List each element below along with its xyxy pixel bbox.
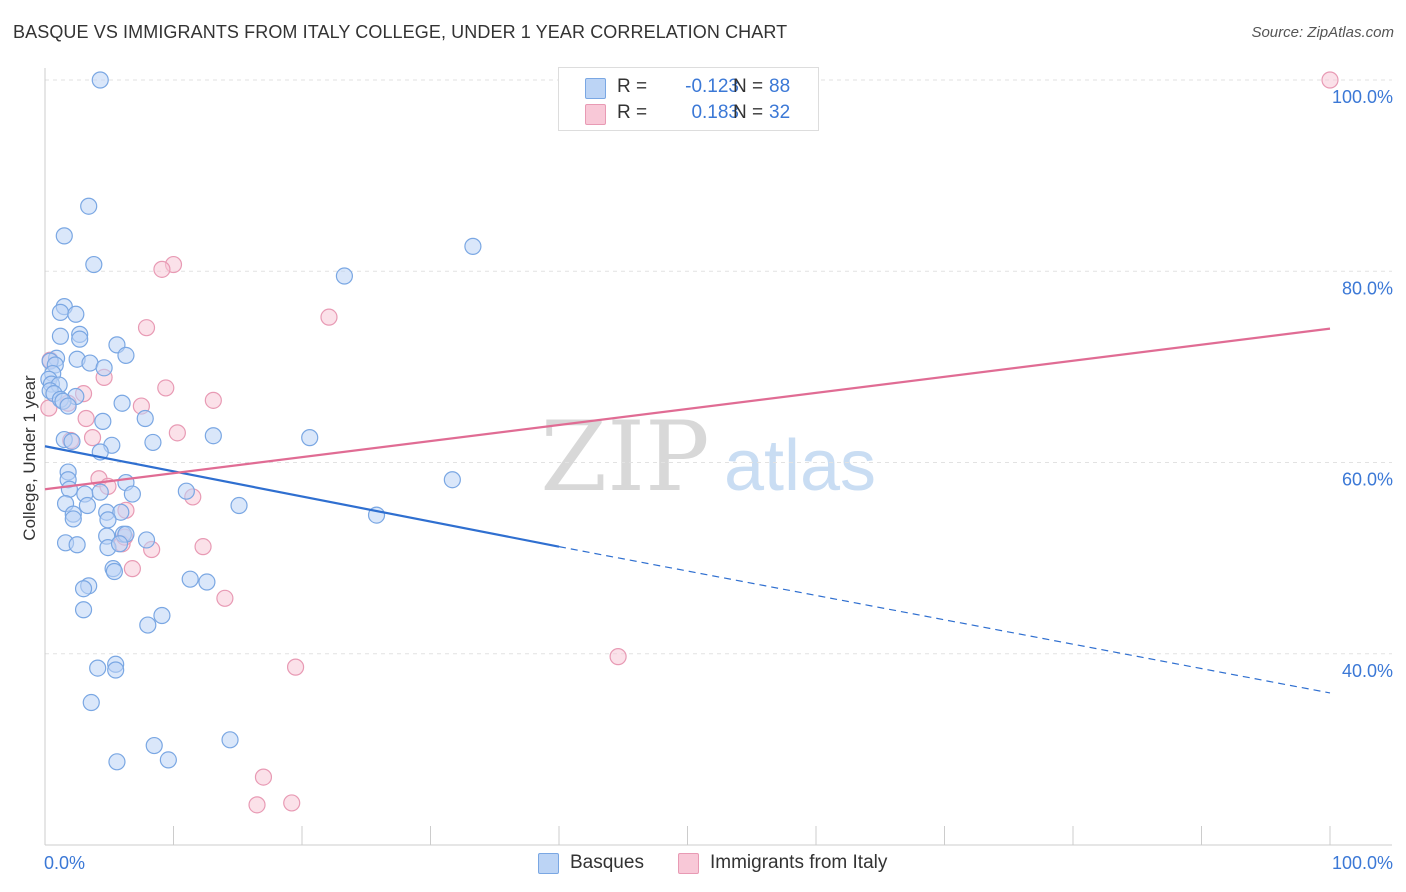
basques-point xyxy=(123,485,141,503)
basques-point xyxy=(221,731,239,749)
basques-point xyxy=(91,483,109,501)
italy-trend-line xyxy=(44,327,1331,491)
italy-point xyxy=(137,319,156,337)
basques-point xyxy=(60,480,79,498)
basques-point xyxy=(78,496,97,515)
italy-point xyxy=(216,589,234,607)
x-tick-label: 100.0% xyxy=(1332,853,1393,873)
italy-point xyxy=(168,424,186,442)
legend-r-label: R = xyxy=(617,76,648,97)
basques-point xyxy=(181,570,199,588)
basques-point xyxy=(108,753,126,771)
italy-point xyxy=(123,560,141,578)
italy-point xyxy=(204,391,222,409)
italy-point xyxy=(320,308,338,326)
basques-point xyxy=(113,394,131,412)
legend-r-value-basques: -0.123 xyxy=(685,76,739,97)
legend-n-value-italy: 32 xyxy=(769,102,791,123)
legend-n-label: N = xyxy=(733,76,764,97)
basques-point xyxy=(67,305,85,323)
basques-point xyxy=(117,346,135,364)
basques-point xyxy=(145,736,163,755)
bottom-legend-label-italy: Immigrants from Italy xyxy=(710,852,888,873)
legend-swatch-italy xyxy=(585,104,606,125)
watermark-atlas: atlas xyxy=(724,426,876,506)
y-tick-label: 60.0% xyxy=(1342,470,1393,490)
italy-point xyxy=(286,658,305,676)
italy-point xyxy=(194,538,212,556)
y-tick-label: 40.0% xyxy=(1342,661,1393,681)
italy-point xyxy=(609,648,627,666)
legend-n-value-basques: 88 xyxy=(769,76,791,97)
italy-point xyxy=(77,409,95,428)
basques-point xyxy=(230,496,248,515)
basques-point xyxy=(177,482,195,500)
watermark-zip: ZIP xyxy=(540,401,709,513)
italy-point xyxy=(157,379,175,397)
bottom-legend-swatch-italy xyxy=(678,853,699,874)
chart-title: BASQUE VS IMMIGRANTS FROM ITALY COLLEGE,… xyxy=(13,22,788,42)
basques-point xyxy=(64,510,82,528)
basques-point xyxy=(55,227,73,245)
legend-n-label: N = xyxy=(733,102,764,123)
basques-trend-extension xyxy=(558,546,1331,694)
basques-point xyxy=(464,237,482,255)
x-tick-label: 0.0% xyxy=(44,853,85,873)
basques-point xyxy=(94,412,112,430)
italy-point xyxy=(83,429,102,447)
y-tick-label: 80.0% xyxy=(1342,278,1393,298)
basques-point xyxy=(91,71,109,89)
basques-point xyxy=(71,330,89,348)
basques-point xyxy=(89,659,107,677)
basques-point xyxy=(51,327,70,345)
correlation-legend: R = -0.123 N = 88 R = 0.183 N = 32 xyxy=(558,67,819,131)
italy-point xyxy=(283,794,301,812)
basques-point xyxy=(74,580,93,598)
basques-point xyxy=(99,511,117,529)
basques-point xyxy=(139,616,157,634)
basques-point xyxy=(68,536,86,554)
bottom-legend-swatch-basques xyxy=(538,853,559,874)
italy-point xyxy=(153,260,171,278)
y-tick-label: 100.0% xyxy=(1332,87,1393,107)
basques-point xyxy=(443,471,461,489)
italy-point xyxy=(248,796,266,814)
basques-point xyxy=(59,397,77,415)
legend-r-value-italy: 0.183 xyxy=(691,102,739,123)
basques-point xyxy=(63,432,81,451)
basques-point xyxy=(335,267,354,285)
basques-point xyxy=(144,433,162,452)
basques-point xyxy=(110,535,129,553)
basques-point xyxy=(198,573,216,591)
basques-point xyxy=(153,606,171,625)
basques-point xyxy=(159,751,177,769)
basques-point xyxy=(107,661,125,679)
basques-point xyxy=(85,255,103,274)
basques-point xyxy=(105,562,123,581)
basques-trend-line xyxy=(44,445,560,548)
basques-point xyxy=(74,601,93,619)
basques-point xyxy=(51,303,70,321)
basques-point xyxy=(137,531,156,549)
bottom-legend-label-basques: Basques xyxy=(570,852,644,873)
basques-point xyxy=(95,359,113,377)
basques-point xyxy=(112,503,130,521)
basques-point xyxy=(301,429,319,447)
italy-point xyxy=(254,768,273,786)
basques-point xyxy=(82,693,100,712)
basques-point xyxy=(136,409,154,428)
legend-swatch-basques xyxy=(585,78,606,99)
basques-point xyxy=(80,197,98,215)
source-label: Source: ZipAtlas.com xyxy=(1251,24,1394,41)
italy-point xyxy=(1321,71,1339,89)
legend-r-label: R = xyxy=(617,102,648,123)
basques-point xyxy=(204,427,222,445)
y-axis-label: College, Under 1 year xyxy=(20,375,39,541)
